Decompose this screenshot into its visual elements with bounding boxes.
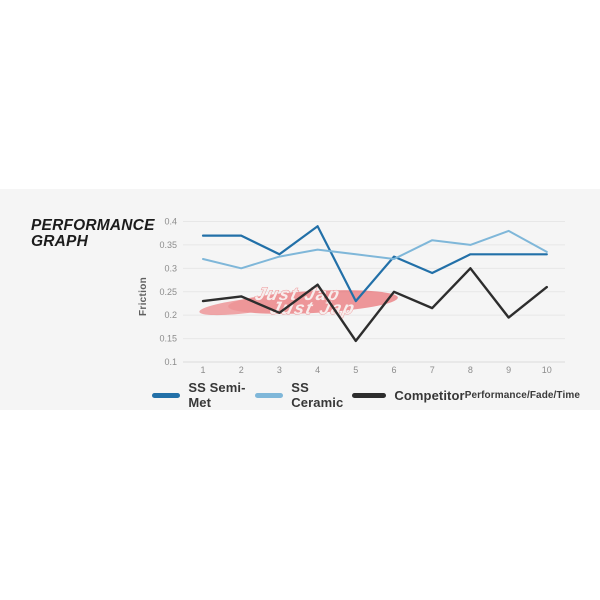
x-tick-label: 7 <box>430 365 435 375</box>
legend-swatch-ss-ceramic <box>254 392 284 398</box>
x-tick-label: 4 <box>315 365 320 375</box>
x-axis-caption: Performance/Fade/Time <box>464 389 580 401</box>
watermark-text-line2: Just Jap <box>268 297 358 318</box>
x-tick-label: 6 <box>391 365 396 375</box>
legend-item-ss-ceramic: SS Ceramic <box>254 380 352 410</box>
series-line-competitor <box>201 267 548 343</box>
legend-label-ss-semi-met: SS Semi-Met <box>188 380 246 410</box>
x-tick-label: 8 <box>468 365 473 375</box>
performance-line-chart: Just Jap Just Jap 0.40.350.30.250.20.150… <box>159 217 565 376</box>
axis-labels-layer: 0.4 0.35 0.3 0.25 0.2 0.15 0.1 1 2 3 4 5 6 7 8 9 10 <box>159 217 551 376</box>
watermark-logo: Just Jap Just Jap <box>199 283 398 318</box>
legend-swatch-competitor <box>352 392 387 398</box>
y-tick-label: 0.2 <box>164 310 177 320</box>
x-tick-label: 2 <box>239 365 244 375</box>
x-tick-label: 5 <box>353 365 358 375</box>
x-tick-label: 1 <box>200 365 205 375</box>
page-title-line2: GRAPH <box>31 233 88 250</box>
y-tick-label: 0.25 <box>159 287 177 297</box>
x-tick-label: 10 <box>542 365 552 375</box>
legend-swatch-ss-semi-met <box>152 392 181 398</box>
chart-legend: SS Semi-Met SS Ceramic Competitor Perfor… <box>152 380 580 410</box>
y-tick-label: 0.15 <box>159 334 177 344</box>
page-title-line1: PERFORMANCE <box>31 217 155 234</box>
y-tick-label: 0.4 <box>164 217 177 227</box>
legend-item-ss-semi-met: SS Semi-Met <box>152 380 255 410</box>
x-tick-label: 3 <box>277 365 282 375</box>
page-title: PERFORMANCE GRAPH <box>31 218 155 250</box>
y-tick-label: 0.35 <box>159 240 177 250</box>
legend-label-competitor: Competitor <box>394 387 465 403</box>
series-lines-layer <box>201 225 548 343</box>
y-tick-label: 0.3 <box>164 263 177 273</box>
legend-label-ss-ceramic: SS Ceramic <box>291 380 344 410</box>
y-axis-title: Friction <box>138 276 149 316</box>
gridlines-layer <box>183 221 565 363</box>
watermark-swoosh-tail <box>199 296 295 316</box>
legend-item-competitor: Competitor <box>352 387 465 403</box>
x-tick-label: 9 <box>506 365 511 375</box>
y-tick-label: 0.1 <box>164 357 177 367</box>
series-line-ss-ceramic <box>202 229 548 270</box>
series-line-ss-semi-met <box>201 225 548 303</box>
